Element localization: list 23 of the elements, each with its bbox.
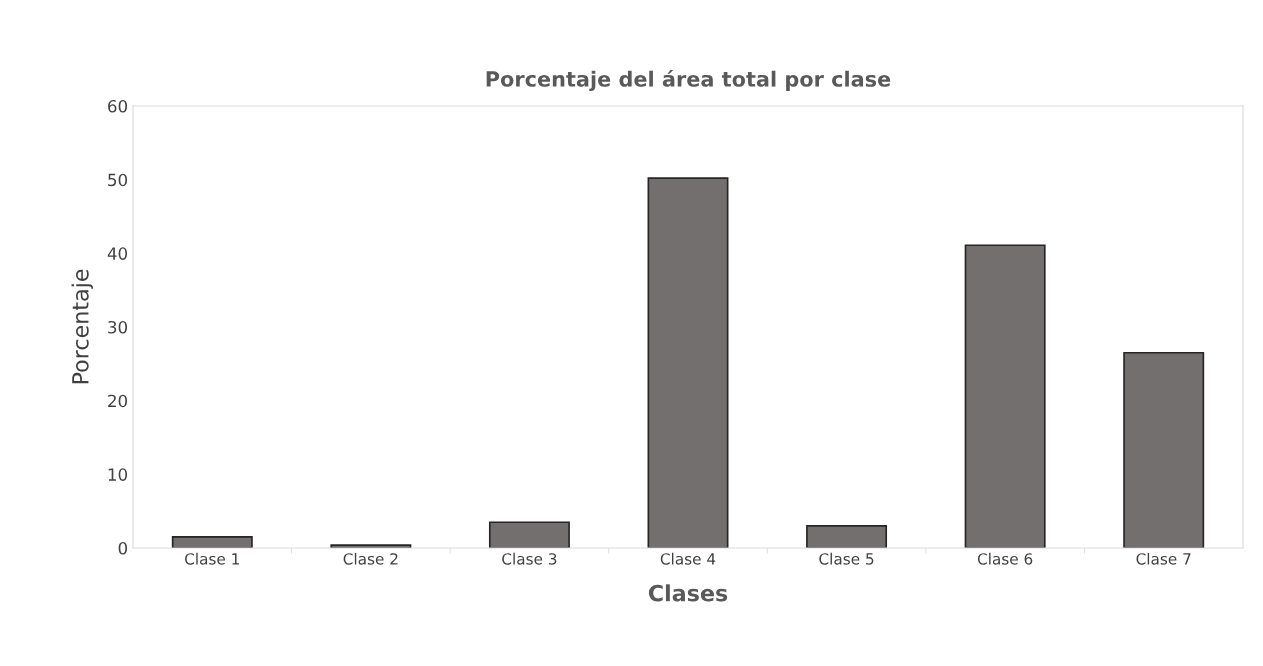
- y-tick-label: 0: [118, 541, 128, 555]
- x-tick-label: Clase 6: [977, 552, 1033, 565]
- chart-title: Porcentaje del área total por clase: [486, 69, 891, 92]
- y-tick-label: 30: [108, 320, 128, 334]
- x-tick-label: Clase 5: [819, 552, 874, 565]
- x-tick-label: Clase 1: [185, 552, 239, 565]
- bar: [171, 536, 253, 548]
- x-tick-label: Clase 4: [660, 552, 716, 565]
- x-tick-label: Clase 3: [502, 552, 557, 565]
- x-tick-label: Clase 2: [343, 552, 398, 565]
- y-tick-label: 60: [108, 99, 128, 113]
- y-tick-label: 20: [108, 394, 128, 408]
- bar: [488, 521, 570, 548]
- y-tick-label: 40: [107, 247, 128, 260]
- bar: [964, 244, 1046, 548]
- y-axis-title: Porcentaje: [71, 269, 94, 384]
- bar: [1123, 351, 1205, 548]
- bar: [806, 525, 888, 548]
- y-tick-label: 50: [108, 173, 128, 187]
- x-axis-title: Clases: [648, 584, 728, 602]
- x-tick-label: Clase 7: [1136, 552, 1191, 565]
- bar: [647, 177, 729, 548]
- y-tick-label: 10: [108, 468, 128, 481]
